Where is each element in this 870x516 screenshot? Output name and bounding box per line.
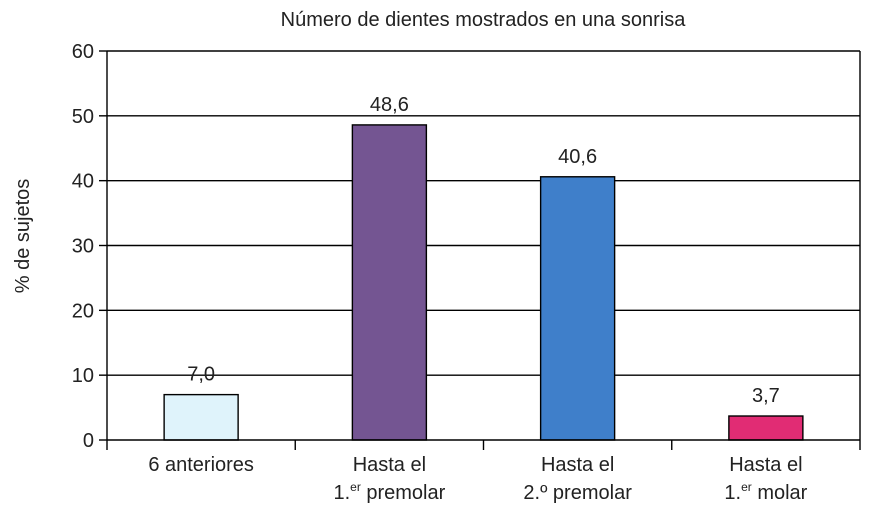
category-label-line1: Hasta el — [729, 454, 802, 476]
category-label-text: 2.º premolar — [523, 482, 632, 504]
y-axis-ticks: 0 10 20 30 40 50 60 — [72, 41, 107, 452]
bar — [163, 393, 239, 441]
bar — [728, 415, 804, 441]
value-labels: 7,0 48,6 40,6 3,7 — [187, 94, 780, 407]
y-tick-label: 20 — [72, 300, 94, 322]
category-label-text: premolar — [361, 482, 446, 504]
category-label-text: 1. — [333, 482, 350, 504]
data-label: 48,6 — [370, 94, 409, 116]
y-tick-label: 30 — [72, 236, 94, 258]
bars — [163, 124, 804, 441]
category-label-line2: 2.º premolar — [523, 482, 632, 504]
category-label-line2: 1.er premolar — [333, 480, 445, 504]
category-label-line1: Hasta el — [353, 454, 426, 476]
y-tick-label: 10 — [72, 365, 94, 387]
category-label-superscript: er — [350, 480, 361, 494]
category-label-line2: 1.er molar — [724, 480, 807, 504]
category-label-text: 1. — [724, 482, 741, 504]
data-label: 3,7 — [752, 385, 780, 407]
y-axis-label: % de sujetos — [12, 179, 34, 294]
y-tick-label: 60 — [72, 41, 94, 63]
y-tick-label: 50 — [72, 106, 94, 128]
y-tick-label: 40 — [72, 171, 94, 193]
bar — [539, 176, 616, 441]
x-axis — [106, 51, 861, 450]
gridlines — [107, 50, 860, 376]
data-label: 7,0 — [187, 364, 215, 386]
category-label-superscript: er — [741, 480, 752, 494]
data-label: 40,6 — [558, 146, 597, 168]
category-label-line1: 6 anteriores — [148, 454, 254, 476]
y-tick-label: 0 — [83, 430, 94, 452]
category-label-line1: Hasta el — [541, 454, 614, 476]
chart-title: Número de dientes mostrados en una sonri… — [281, 9, 687, 31]
bar — [351, 124, 428, 441]
category-label-text: molar — [752, 482, 808, 504]
